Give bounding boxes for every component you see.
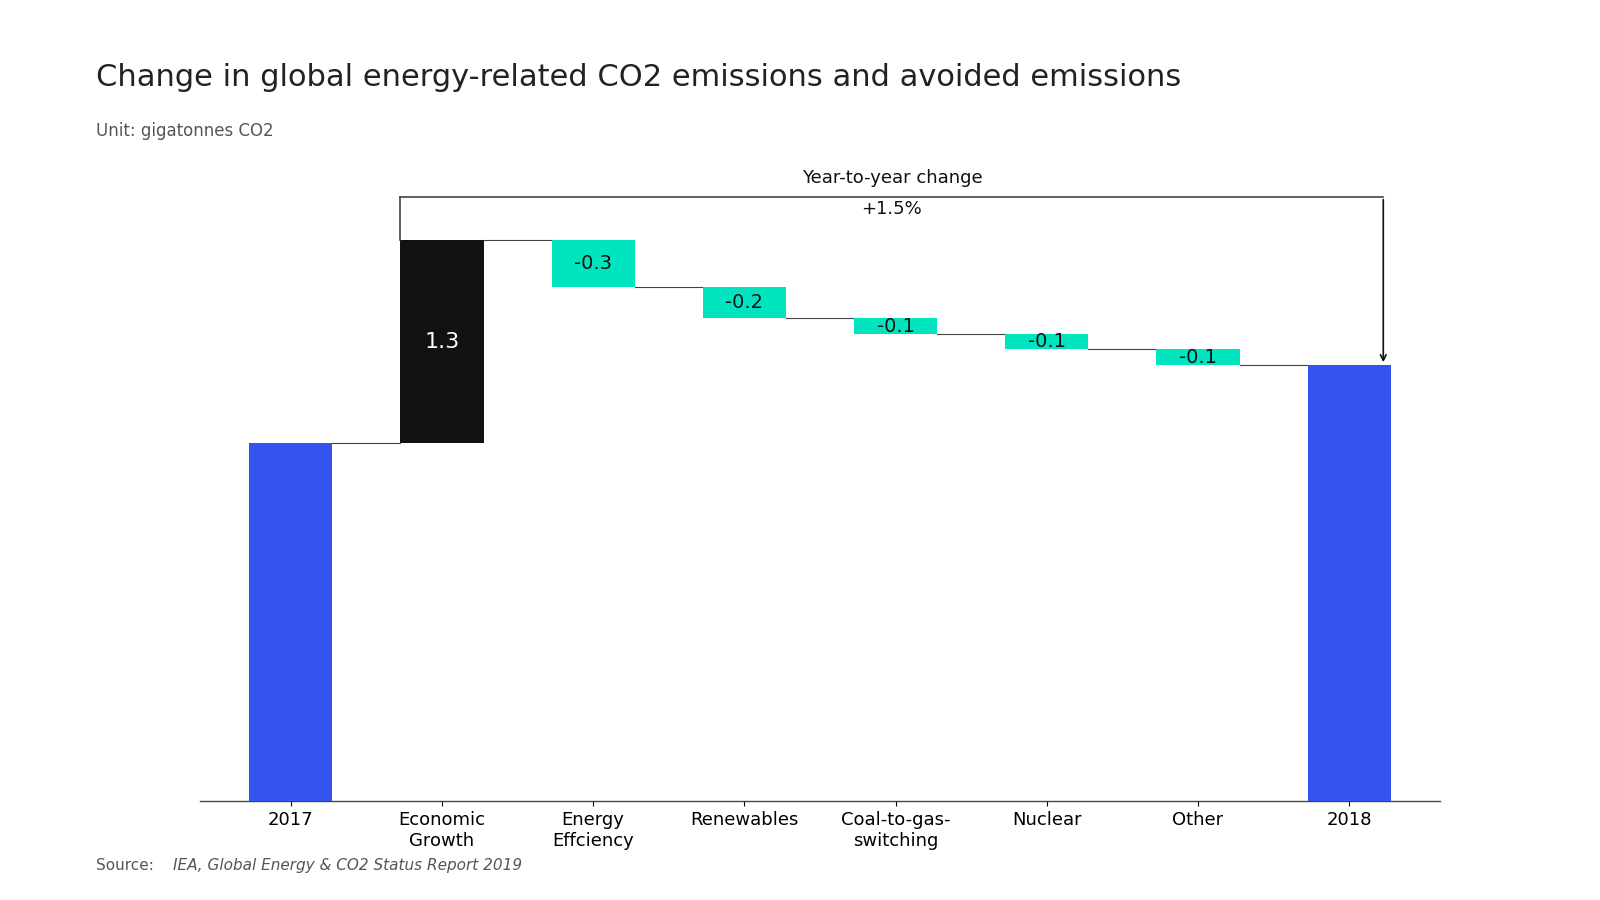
Text: Year-to-year change: Year-to-year change: [802, 169, 982, 187]
Bar: [250, 443, 333, 900]
Bar: [1307, 365, 1390, 900]
Text: 1.3: 1.3: [424, 331, 459, 352]
Text: -0.2: -0.2: [725, 293, 763, 312]
Text: Source:: Source:: [96, 858, 158, 873]
Text: +1.5%: +1.5%: [861, 200, 922, 218]
Text: -0.1: -0.1: [877, 317, 915, 336]
Text: -0.3: -0.3: [574, 254, 613, 274]
Text: -0.1: -0.1: [1179, 347, 1218, 366]
Bar: [854, 319, 938, 334]
Bar: [702, 287, 786, 319]
Text: Unit: gigatonnes CO2: Unit: gigatonnes CO2: [96, 122, 274, 140]
Bar: [400, 240, 483, 443]
Bar: [1157, 349, 1240, 365]
Text: IEA, Global Energy & CO2 Status Report 2019: IEA, Global Energy & CO2 Status Report 2…: [173, 858, 522, 873]
Text: Change in global energy-related CO2 emissions and avoided emissions: Change in global energy-related CO2 emis…: [96, 63, 1181, 92]
Bar: [1005, 334, 1088, 349]
Text: -0.1: -0.1: [1027, 332, 1066, 351]
Bar: [552, 240, 635, 287]
